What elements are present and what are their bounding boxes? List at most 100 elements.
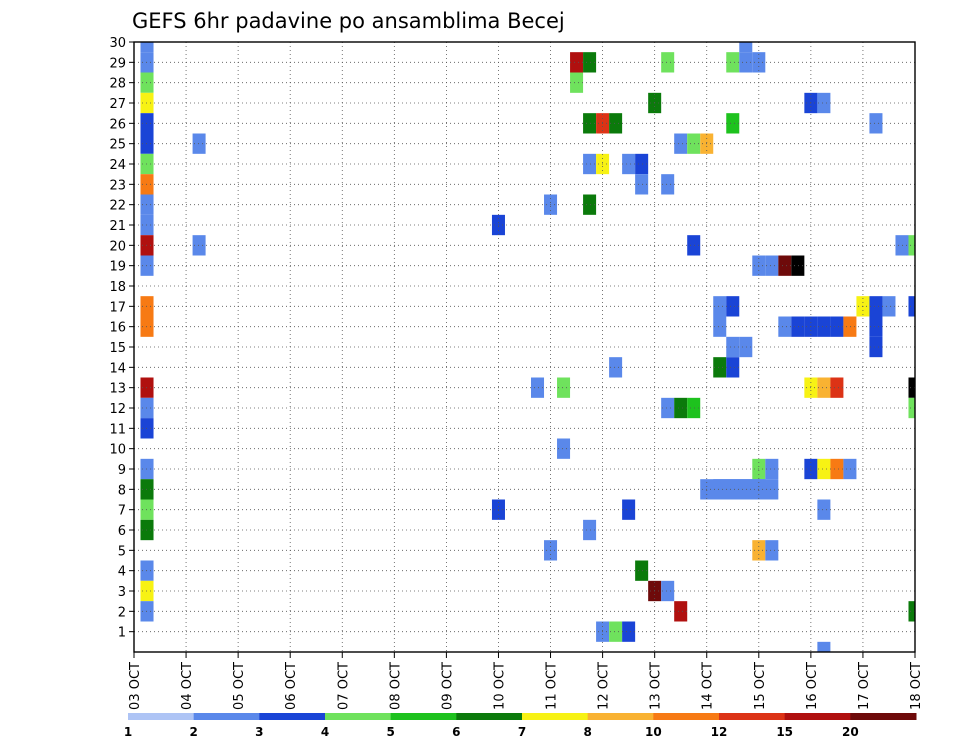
y-tick-label: 29 — [109, 56, 126, 71]
y-tick-label: 27 — [109, 97, 126, 112]
legend-label: 15 — [776, 725, 793, 739]
precip-cell — [140, 580, 154, 602]
precip-cell — [192, 235, 206, 256]
precip-cell — [140, 296, 154, 317]
legend-label: 12 — [711, 725, 728, 739]
y-tick-label: 19 — [109, 260, 126, 275]
precip-cell — [817, 641, 831, 652]
precip-cell — [765, 255, 779, 276]
legend-swatch — [193, 713, 260, 720]
legend-swatch — [128, 713, 195, 720]
y-tick-label: 15 — [109, 341, 126, 356]
legend-label: 2 — [189, 725, 197, 739]
precip-cell — [830, 316, 844, 337]
y-tick-label: 6 — [118, 524, 126, 539]
legend-swatch — [390, 713, 457, 720]
x-tick-label: 06 OCT — [284, 662, 299, 710]
precip-cell — [570, 52, 584, 73]
precip-cell — [661, 174, 675, 195]
precip-cell — [622, 621, 636, 642]
legend-label: 3 — [255, 725, 263, 739]
precip-cell — [140, 519, 154, 541]
precip-cell — [739, 42, 753, 53]
y-tick-label: 24 — [109, 158, 126, 173]
precip-cell — [140, 458, 154, 480]
precip-cell — [817, 377, 831, 398]
y-tick-label: 26 — [109, 117, 126, 132]
legend-label: 7 — [518, 725, 526, 739]
precip-cell — [661, 580, 675, 602]
precip-cell — [583, 52, 597, 73]
legend-swatch — [259, 713, 326, 720]
x-tick-label: 14 OCT — [701, 662, 716, 710]
precip-cell — [609, 357, 623, 378]
precip-cell — [726, 52, 740, 73]
precip-cell — [843, 316, 857, 337]
precip-cell — [713, 357, 727, 378]
legend-label: 20 — [842, 725, 859, 739]
legend-swatch — [325, 713, 392, 720]
y-tick-label: 18 — [109, 280, 126, 295]
precip-cell — [583, 113, 597, 134]
y-tick-label: 10 — [109, 443, 126, 458]
y-tick-label: 14 — [109, 361, 126, 376]
x-tick-label: 16 OCT — [805, 662, 820, 710]
x-tick-label: 13 OCT — [649, 662, 664, 710]
y-tick-label: 2 — [118, 605, 126, 620]
precip-cell — [869, 336, 883, 358]
precip-cell — [140, 113, 154, 134]
y-tick-label: 3 — [118, 585, 126, 600]
precip-cell — [882, 296, 896, 317]
precip-cell — [583, 194, 597, 215]
legend-swatch — [784, 713, 851, 720]
grid-lines — [134, 42, 915, 652]
x-tick-label: 11 OCT — [545, 662, 560, 710]
precip-cell — [843, 458, 857, 480]
y-tick-label: 9 — [118, 463, 126, 478]
y-tick-label: 25 — [109, 138, 126, 153]
precip-cell — [908, 296, 915, 317]
x-tick-label: 17 OCT — [857, 662, 872, 710]
precip-cell — [192, 133, 206, 154]
precip-cell — [140, 194, 154, 215]
precip-cell — [869, 113, 883, 134]
x-tick-label: 05 OCT — [232, 662, 247, 710]
precip-cell — [726, 113, 740, 134]
y-tick-label: 21 — [109, 219, 126, 234]
precip-cell — [726, 357, 740, 378]
precip-cell — [140, 316, 154, 337]
plot-frame — [133, 41, 916, 653]
precip-cell — [791, 255, 805, 276]
precip-cell — [140, 418, 154, 439]
precip-cell — [140, 52, 154, 73]
precip-cell — [713, 316, 727, 337]
y-tick-label: 11 — [109, 422, 126, 437]
legend-swatch — [719, 713, 786, 720]
legend-swatch — [653, 713, 720, 720]
precip-cell — [895, 235, 909, 256]
precip-cell — [687, 235, 701, 256]
precip-cell — [140, 92, 154, 114]
y-tick-label: 23 — [109, 178, 126, 193]
x-tick-label: 12 OCT — [597, 662, 612, 710]
precip-cell — [140, 153, 154, 175]
precip-cell — [140, 560, 154, 581]
precip-cell — [869, 316, 883, 337]
precip-cell — [674, 133, 688, 154]
precip-cell — [908, 601, 915, 622]
precip-cell — [140, 601, 154, 622]
precip-cell — [726, 336, 740, 358]
precip-cell — [557, 438, 571, 459]
precip-cell — [765, 540, 779, 561]
precip-cell — [908, 235, 915, 256]
precip-cell — [830, 377, 844, 398]
chart-title: GEFS 6hr padavine po ansamblima Becej — [132, 9, 565, 33]
precip-cell — [713, 296, 727, 317]
precip-cell — [778, 255, 792, 276]
precip-cell — [908, 377, 915, 398]
legend-swatch — [850, 713, 917, 720]
precip-cell — [726, 296, 740, 317]
y-tick-label: 8 — [118, 483, 126, 498]
legend-swatch — [587, 713, 654, 720]
